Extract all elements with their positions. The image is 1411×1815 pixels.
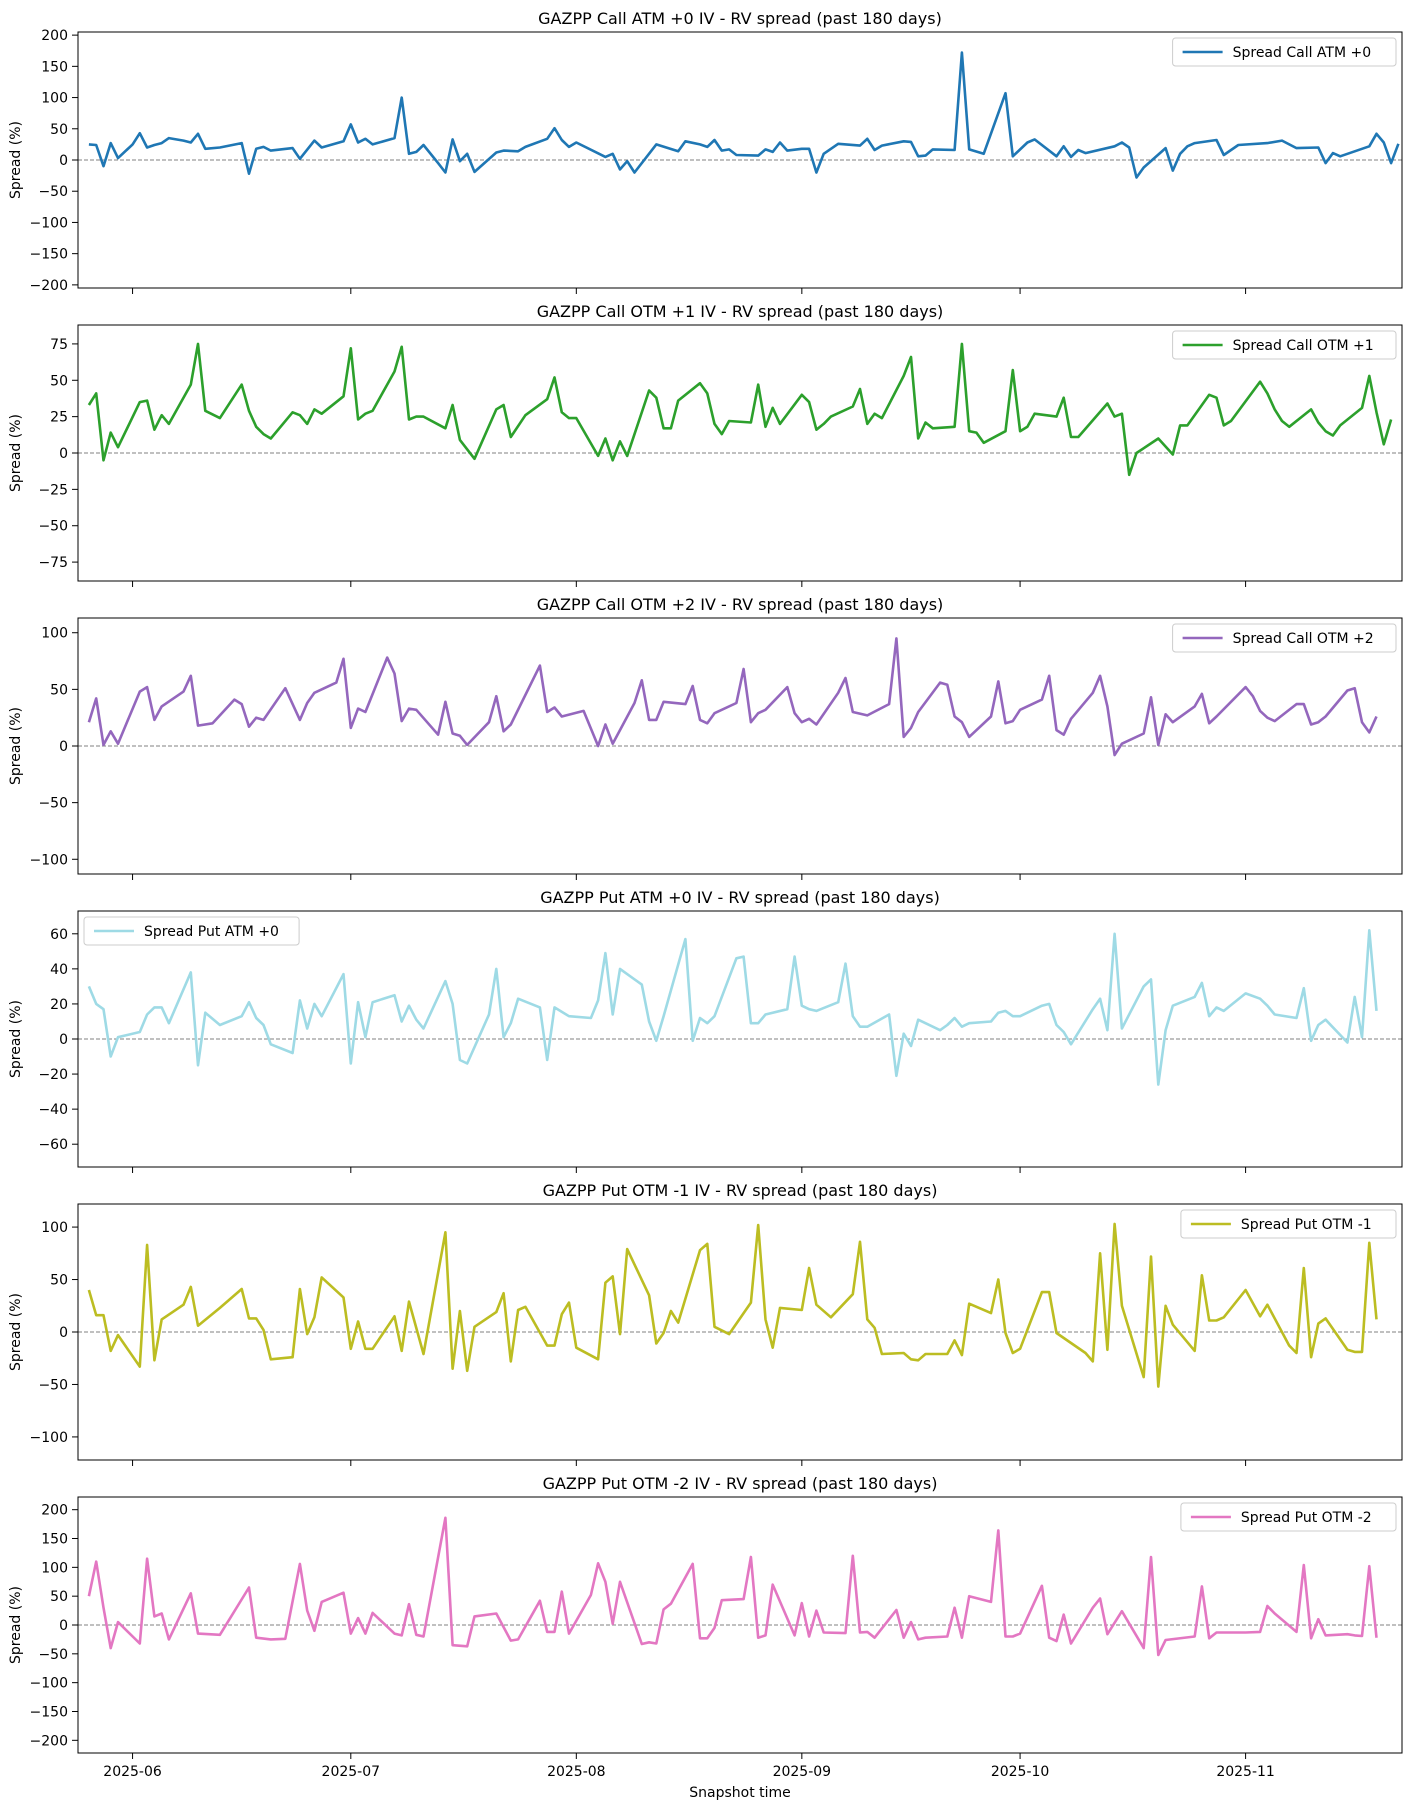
legend: Spread Call OTM +2	[1172, 623, 1397, 653]
legend-label: Spread Call OTM +2	[1233, 631, 1374, 647]
legend: Spread Put ATM +0	[83, 916, 300, 946]
y-axis-label: Spread (%)	[8, 414, 24, 492]
chart-panel-5: GAZPP Put OTM -1 IV - RV spread (past 18…	[8, 1181, 1403, 1466]
y-tick-label: 0	[59, 739, 68, 755]
chart-panel-6: GAZPP Put OTM -2 IV - RV spread (past 18…	[8, 1474, 1403, 1780]
plot-frame	[77, 617, 1403, 875]
y-tick-label: −200	[30, 278, 68, 294]
y-tick-label: −75	[38, 555, 68, 571]
legend: Spread Call OTM +1	[1172, 330, 1397, 360]
y-tick-label: 40	[50, 962, 68, 978]
series-line	[87, 1516, 1378, 1657]
y-tick-label: 200	[41, 28, 68, 44]
y-tick-label: −100	[30, 1676, 68, 1692]
series-line	[87, 637, 1378, 757]
y-tick-label: 50	[50, 1589, 68, 1605]
y-axis-label: Spread (%)	[8, 121, 24, 199]
y-tick-label: 75	[50, 337, 68, 353]
legend-box	[1172, 330, 1397, 360]
plot-frame	[77, 324, 1403, 582]
y-axis-label: Spread (%)	[8, 1586, 24, 1664]
y-axis-label: Spread (%)	[8, 707, 24, 785]
legend-box	[1180, 1209, 1397, 1239]
y-tick-label: 100	[41, 1220, 68, 1236]
y-tick-label: −50	[38, 1377, 68, 1393]
y-tick-label: −50	[38, 519, 68, 535]
legend-label: Spread Put OTM -1	[1241, 1217, 1372, 1233]
plot-frame	[77, 31, 1403, 289]
y-tick-label: −50	[38, 184, 68, 200]
y-tick-label: −40	[38, 1102, 68, 1118]
x-axis-label: Snapshot time	[689, 1785, 791, 1801]
legend-box	[1172, 623, 1397, 653]
y-tick-label: −200	[30, 1733, 68, 1749]
y-tick-label: 0	[59, 1325, 68, 1341]
chart-panel-1: GAZPP Call ATM +0 IV - RV spread (past 1…	[8, 9, 1403, 294]
y-tick-label: −25	[38, 482, 68, 498]
y-tick-label: −20	[38, 1067, 68, 1083]
y-tick-label: 20	[50, 997, 68, 1013]
y-tick-label: 50	[50, 373, 68, 389]
y-tick-label: −100	[30, 215, 68, 231]
panel-title: GAZPP Call OTM +2 IV - RV spread (past 1…	[537, 595, 944, 614]
y-tick-label: −150	[30, 247, 68, 263]
y-tick-label: 100	[41, 91, 68, 107]
chart-panel-4: GAZPP Put ATM +0 IV - RV spread (past 18…	[8, 888, 1403, 1173]
y-tick-label: 0	[59, 1032, 68, 1048]
legend-box	[1172, 37, 1397, 67]
y-tick-label: 50	[50, 1273, 68, 1289]
chart-panel-2: GAZPP Call OTM +1 IV - RV spread (past 1…	[8, 302, 1403, 587]
x-tick-label: 2025-11	[1216, 1764, 1275, 1780]
legend: Spread Put OTM -2	[1180, 1502, 1397, 1532]
y-axis-label: Spread (%)	[8, 1000, 24, 1078]
panel-title: GAZPP Call OTM +1 IV - RV spread (past 1…	[537, 302, 944, 321]
plot-frame	[77, 910, 1403, 1168]
series-line	[88, 51, 1400, 179]
y-tick-label: −100	[30, 1430, 68, 1446]
y-tick-label: 60	[50, 927, 68, 943]
x-tick-label: 2025-10	[991, 1764, 1050, 1780]
panel-title: GAZPP Put OTM -2 IV - RV spread (past 18…	[543, 1474, 938, 1493]
y-tick-label: 50	[50, 122, 68, 138]
series-line	[87, 1222, 1378, 1388]
y-tick-label: 0	[59, 153, 68, 169]
legend: Spread Call ATM +0	[1172, 37, 1397, 67]
chart-panel-3: GAZPP Call OTM +2 IV - RV spread (past 1…	[8, 595, 1403, 880]
panel-title: GAZPP Put OTM -1 IV - RV spread (past 18…	[543, 1181, 938, 1200]
y-tick-label: −50	[38, 1647, 68, 1663]
x-tick-label: 2025-09	[773, 1764, 832, 1780]
legend-label: Spread Call ATM +0	[1233, 45, 1372, 61]
legend-label: Spread Put ATM +0	[144, 924, 279, 940]
y-tick-label: 0	[59, 446, 68, 462]
plot-frame	[77, 1496, 1403, 1754]
legend-box	[83, 916, 300, 946]
legend: Spread Put OTM -1	[1180, 1209, 1397, 1239]
y-tick-label: 0	[59, 1618, 68, 1634]
y-tick-label: −100	[30, 852, 68, 868]
x-tick-label: 2025-06	[103, 1764, 162, 1780]
panel-title: GAZPP Put ATM +0 IV - RV spread (past 18…	[540, 888, 940, 907]
plot-frame	[77, 1203, 1403, 1461]
y-tick-label: −50	[38, 796, 68, 812]
y-tick-label: 150	[41, 1532, 68, 1548]
y-axis-label: Spread (%)	[8, 1293, 24, 1371]
panel-title: GAZPP Call ATM +0 IV - RV spread (past 1…	[538, 9, 942, 28]
legend-box	[1180, 1502, 1397, 1532]
y-tick-label: −150	[30, 1704, 68, 1720]
y-tick-label: 100	[41, 626, 68, 642]
y-tick-label: 100	[41, 1560, 68, 1576]
legend-label: Spread Call OTM +1	[1233, 338, 1374, 354]
x-tick-label: 2025-08	[547, 1764, 606, 1780]
y-tick-label: 25	[50, 410, 68, 426]
y-tick-label: 50	[50, 682, 68, 698]
series-line	[87, 342, 1393, 477]
series-line	[87, 929, 1378, 1086]
y-tick-label: 200	[41, 1503, 68, 1519]
y-tick-label: 150	[41, 59, 68, 75]
legend-label: Spread Put OTM -2	[1241, 1510, 1372, 1526]
y-tick-label: −60	[38, 1137, 68, 1153]
x-tick-label: 2025-07	[322, 1764, 381, 1780]
